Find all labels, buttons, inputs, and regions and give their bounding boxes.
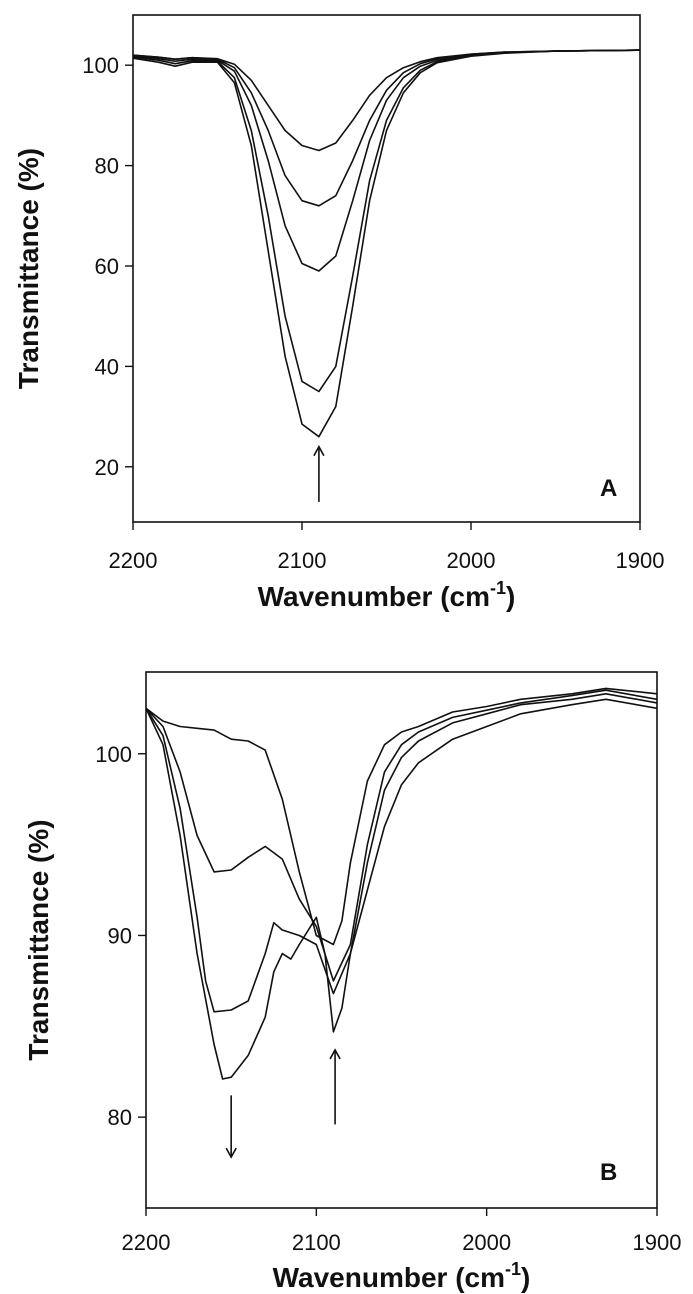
x-axis-title-end: ) [521,1262,530,1293]
x-tick-label: 2200 [122,1230,171,1255]
y-tick-label: 40 [95,354,119,379]
arrow-up [329,1048,341,1125]
y-tick-label: 60 [95,254,119,279]
x-axis-title: Wavenumber (cm-1) [258,578,516,612]
y-tick-label: 80 [108,1105,132,1130]
y-tick-label: 100 [82,53,119,78]
panel-b: 2200 2100 2000 1900 80 90 100 B Transmittance (%… [23,671,682,1293]
arrow-up [313,445,325,502]
y-tick-label: 90 [108,923,132,948]
y-axis-title: Transmittance (%) [13,148,44,389]
x-tick-label: 2100 [292,1230,341,1255]
y-axis-title: Transmittance (%) [23,819,54,1060]
series-line-4 [145,698,658,1080]
series-line-5 [132,49,641,438]
y-tick-label: 80 [95,154,119,179]
x-axis-title-end: ) [506,581,515,612]
series-line-1 [145,687,658,946]
x-axis-title-superscript: -1 [490,578,506,598]
x-tick-label: 2200 [109,548,158,573]
plot-frame [145,671,658,1209]
arrow-down [225,1095,237,1159]
x-tick-label: 2000 [462,1230,511,1255]
y-tick-label: 100 [95,742,132,767]
series-line-3 [145,693,658,1013]
plot-frame [132,14,641,523]
series-line-3 [132,49,641,272]
panel-label: A [600,475,617,502]
panel-a: 2200 2100 2000 1900 20 40 60 80 100 A Transmittanc… [13,14,665,612]
panel-label: B [600,1159,617,1186]
x-axis-title: Wavenumber (cm-1) [273,1259,531,1293]
x-axis-title-main: Wavenumber (cm [258,581,490,612]
series-line-2 [132,49,641,207]
x-tick-label: 1900 [616,548,665,573]
x-tick-label: 2000 [447,548,496,573]
x-axis-title-main: Wavenumber (cm [273,1262,505,1293]
x-axis-title-superscript: -1 [505,1259,521,1279]
x-tick-label: 1900 [633,1230,682,1255]
series-line-2 [145,689,658,982]
x-tick-label: 2100 [278,548,327,573]
y-tick-label: 20 [95,455,119,480]
